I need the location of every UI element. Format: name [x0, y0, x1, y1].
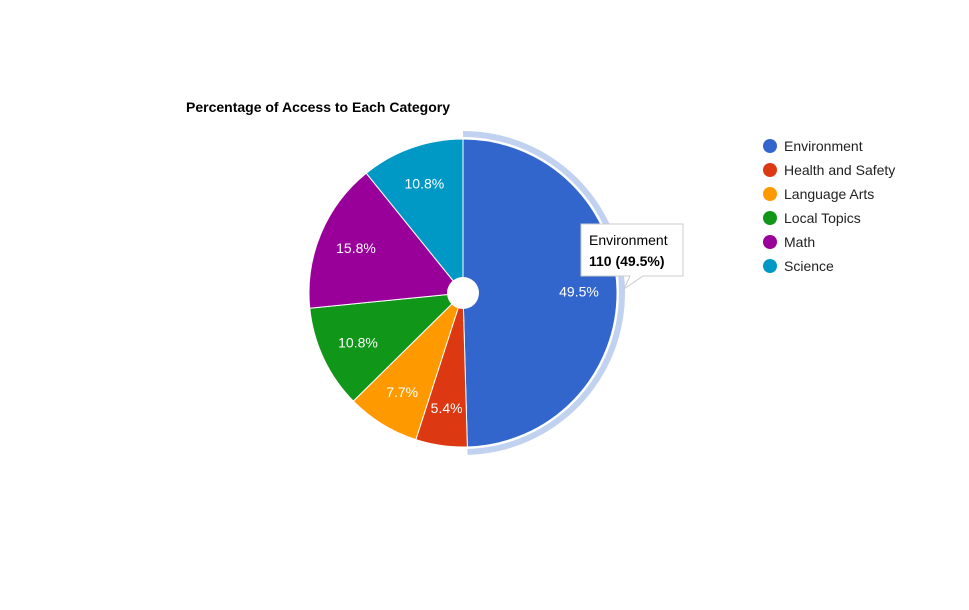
tooltip-name: Environment — [589, 232, 668, 248]
slice-label-language-arts: 7.7% — [386, 384, 418, 400]
donut-hole — [447, 277, 479, 309]
pie-slice-environment[interactable] — [462, 138, 618, 448]
pie-slice-local-topics[interactable] — [309, 292, 465, 402]
legend-swatch-health-and-safety — [763, 163, 777, 177]
legend-label-local-topics: Local Topics — [784, 210, 861, 226]
pie-slice-math[interactable] — [308, 172, 464, 309]
legend-item-local-topics[interactable]: Local Topics — [763, 210, 861, 226]
slice-labels: 49.5% 5.4% 7.7% 10.8% 15.8% 10.8% — [336, 176, 599, 416]
slice-label-environment: 49.5% — [559, 283, 599, 299]
legend-label-math: Math — [784, 234, 815, 250]
legend-swatch-math — [763, 235, 777, 249]
legend-item-environment[interactable]: Environment — [763, 138, 863, 154]
legend-item-language-arts[interactable]: Language Arts — [763, 186, 874, 202]
legend-swatch-local-topics — [763, 211, 777, 225]
tooltip: Environment 110 (49.5%) — [580, 223, 684, 291]
slice-label-science: 10.8% — [405, 176, 445, 192]
legend-label-environment: Environment — [784, 138, 863, 154]
center-hole — [447, 277, 479, 309]
legend-label-science: Science — [784, 258, 834, 274]
legend-swatch-environment — [763, 139, 777, 153]
slice-label-local-topics: 10.8% — [338, 334, 378, 350]
legend-swatch-language-arts — [763, 187, 777, 201]
slice-label-health-and-safety: 5.4% — [431, 400, 463, 416]
legend-item-math[interactable]: Math — [763, 234, 815, 250]
legend-item-science[interactable]: Science — [763, 258, 834, 274]
tooltip-value: 110 (49.5%) — [589, 253, 665, 269]
pie-slice-science[interactable] — [365, 138, 464, 295]
slice-label-math: 15.8% — [336, 240, 376, 256]
legend-label-language-arts: Language Arts — [784, 186, 874, 202]
chart-title: Percentage of Access to Each Category — [186, 99, 450, 115]
legend: Environment Health and Safety Language Art… — [763, 138, 895, 274]
tooltip-box — [580, 223, 684, 291]
legend-item-health-and-safety[interactable]: Health and Safety — [763, 162, 895, 178]
legend-label-health-and-safety: Health and Safety — [784, 162, 895, 178]
legend-swatch-science — [763, 259, 777, 273]
pie-slices — [308, 131, 626, 455]
